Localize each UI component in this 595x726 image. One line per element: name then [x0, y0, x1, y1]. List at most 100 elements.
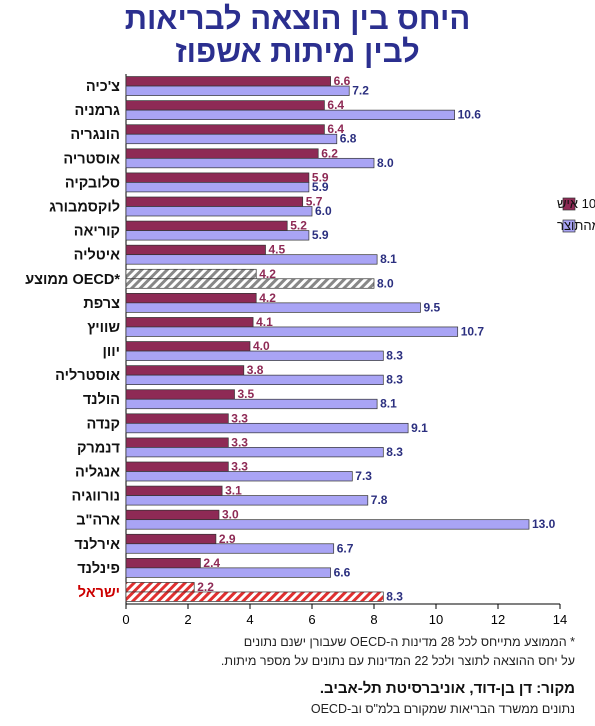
mortality-bar [125, 268, 257, 280]
mortality-bar [125, 124, 325, 135]
spending-bar [125, 278, 375, 289]
spending-value-label: 8.3 [386, 373, 403, 387]
legend-label-spending: הוצאה על בריאות כאחוז מהתוצר [557, 218, 595, 233]
mortality-value-label: 2.4 [203, 556, 220, 570]
spending-value-label: 8.1 [380, 252, 397, 266]
category-label: יוון [102, 344, 120, 360]
mortality-bar [125, 437, 229, 448]
mortality-value-label: 3.3 [231, 411, 248, 425]
spending-value-label: 6.7 [337, 541, 354, 555]
spending-value-label: 5.9 [312, 228, 329, 242]
mortality-bar [125, 317, 254, 328]
mortality-value-label: 3.0 [222, 508, 239, 522]
legend-swatch-mortality [562, 197, 576, 211]
mortality-value-label: 6.6 [334, 74, 351, 88]
spending-value-label: 10.6 [458, 108, 482, 122]
spending-bar [125, 206, 313, 217]
spending-value-label: 5.9 [312, 180, 329, 194]
category-label: לוקסמבורג [49, 200, 120, 216]
spending-value-label: 8.0 [377, 276, 394, 290]
spending-value-label: 8.3 [386, 589, 403, 603]
mortality-value-label: 5.9 [312, 170, 329, 184]
mortality-bar [125, 389, 235, 400]
mortality-value-label: 3.1 [225, 484, 242, 498]
spending-value-label: 8.3 [386, 445, 403, 459]
spending-bar [125, 230, 310, 241]
category-label: סלובקיה [65, 175, 120, 191]
x-tick-label: 2 [184, 612, 191, 627]
chart-title-line2: לבין מיתות אשפוז [175, 34, 420, 69]
spending-value-label: 8.0 [377, 156, 394, 170]
x-tick-label: 10 [429, 612, 443, 627]
category-label: ארה"ב [76, 513, 120, 529]
spending-bar [125, 374, 384, 385]
mortality-value-label: 3.8 [247, 363, 264, 377]
source-line2: נתונים ממשרד הבריאות שמקורם בלמ"ס וב-OEC… [310, 702, 575, 716]
spending-bar [125, 422, 409, 434]
source-line: מקור: דן בן-דוד, אוניברסיטת תל-אביב. [319, 680, 575, 697]
spending-value-label: 6.8 [340, 132, 357, 146]
spending-bar [125, 543, 335, 554]
mortality-value-label: 4.1 [256, 315, 273, 329]
mortality-bar [125, 100, 325, 111]
spending-bar [125, 519, 530, 530]
mortality-bar [125, 244, 266, 256]
mortality-bar [125, 148, 319, 159]
footnote-line1: * הממוצע מתייחס לכל 28 מדינות ה-OECD שעב… [243, 635, 575, 649]
spending-bar [125, 254, 378, 265]
mortality-value-label: 2.2 [197, 580, 214, 594]
mortality-bar [125, 413, 229, 424]
spending-bar [125, 302, 421, 313]
legend-label-mortality: מיתות כלליות ל-1000 איש [557, 196, 595, 211]
spending-value-label: 8.3 [386, 349, 403, 363]
spending-bar [125, 447, 384, 458]
mortality-value-label: 6.4 [327, 122, 344, 136]
spending-value-label: 6.6 [334, 565, 351, 579]
spending-bar [125, 133, 338, 145]
spending-value-label: 10.7 [461, 324, 485, 338]
mortality-value-label: 4.2 [259, 267, 276, 281]
x-tick-label: 4 [246, 612, 253, 627]
x-tick-label: 12 [491, 612, 505, 627]
mortality-bar [125, 365, 245, 376]
mortality-value-label: 5.7 [306, 195, 323, 209]
spending-bar [125, 567, 331, 578]
category-label: נורווגיה [71, 489, 120, 505]
mortality-bar [125, 172, 310, 183]
mortality-bar [125, 76, 331, 87]
category-label: אוסטריה [63, 151, 120, 167]
mortality-value-label: 2.9 [219, 532, 236, 546]
mortality-value-label: 4.5 [269, 243, 286, 257]
spending-value-label: 13.0 [532, 517, 556, 531]
category-label: הולנד [83, 392, 120, 408]
spending-bar [125, 471, 353, 482]
mortality-bar [125, 582, 195, 593]
spending-value-label: 8.1 [380, 397, 397, 411]
mortality-bar [125, 509, 220, 521]
category-label: ממוצע OECD* [25, 272, 120, 288]
mortality-value-label: 4.2 [259, 291, 276, 305]
category-label: קנדה [86, 416, 120, 432]
category-label: שוויץ [87, 320, 120, 336]
category-label: הונגריה [70, 127, 120, 143]
mortality-bar [125, 558, 201, 569]
category-label: אוסטרליה [55, 368, 120, 384]
legend-swatch-spending [562, 219, 576, 233]
mortality-bar [125, 341, 251, 352]
spending-bar [125, 182, 310, 193]
x-tick-label: 14 [553, 612, 567, 627]
spending-bar [125, 326, 459, 337]
spending-bar [125, 157, 375, 169]
mortality-value-label: 3.3 [231, 460, 248, 474]
category-label: ישראל [78, 585, 120, 601]
category-label: גרמניה [74, 103, 120, 119]
spending-value-label: 7.8 [371, 493, 388, 507]
spending-bar [125, 85, 350, 96]
mortality-value-label: 6.2 [321, 146, 338, 160]
spending-value-label: 7.3 [355, 469, 372, 483]
mortality-bar [125, 220, 288, 231]
spending-value-label: 9.1 [411, 421, 428, 435]
category-label: אנגליה [75, 465, 120, 481]
mortality-value-label: 5.2 [290, 219, 307, 233]
